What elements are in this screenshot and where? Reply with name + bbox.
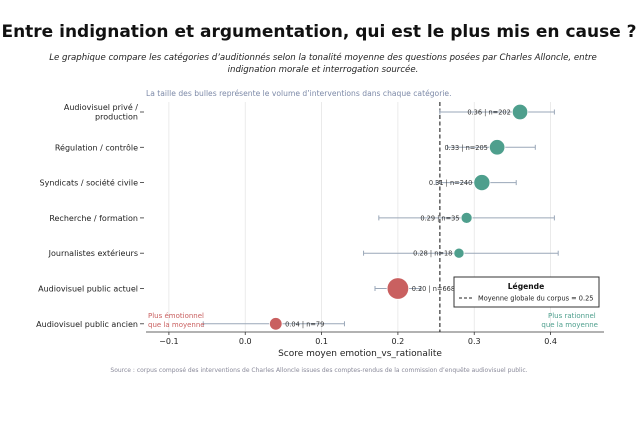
legend-box <box>453 276 600 308</box>
bubble <box>453 247 465 259</box>
emotional-note: Plus émotionnel que la moyenne <box>148 312 206 329</box>
category-label: Audiovisuel privé / production <box>64 102 138 122</box>
chart-subtitle: Le graphique compare les catégories d’au… <box>49 53 597 75</box>
x-tick-label: 0.4 <box>544 337 557 346</box>
value-label: 0.36 | n=202 <box>467 109 510 117</box>
x-tick-label: −0.1 <box>159 337 178 346</box>
source-note: Source : corpus composé des intervention… <box>110 367 528 374</box>
rational-note: Plus rationnel que la moyenne <box>541 312 598 329</box>
legend: Légende Moyenne globale du corpus = 0.25 <box>453 276 600 308</box>
bubble <box>473 174 491 192</box>
x-axis-label: Score moyen emotion_vs_rationalite <box>278 349 442 359</box>
category-label: Recherche / formation <box>49 214 138 223</box>
value-label: 0.31 | n=240 <box>429 179 472 187</box>
x-tick-label: 0.2 <box>392 337 405 346</box>
bubble <box>386 277 410 300</box>
legend-title: Légende <box>508 282 545 291</box>
chart-title: Entre indignation et argumentation, qui … <box>1 22 637 42</box>
x-tick-label: 0.1 <box>315 337 328 346</box>
category-row: Audiovisuel public ancien 0.04 | n=79 <box>36 317 345 331</box>
bubble <box>460 211 473 224</box>
legend-entry: Moyenne globale du corpus = 0.25 <box>478 295 593 303</box>
category-label: Syndicats / société civile <box>40 178 139 188</box>
value-label: 0.20 | n=668 <box>412 285 455 293</box>
value-label: 0.04 | n=79 <box>285 320 324 328</box>
x-tick-label: 0.0 <box>239 337 252 346</box>
category-label: Audiovisuel public ancien <box>36 320 138 329</box>
category-label: Journalistes extérieurs <box>48 248 138 258</box>
bubble <box>511 103 529 121</box>
category-label: Audiovisuel public actuel <box>38 285 138 294</box>
category-row: Audiovisuel public actuel 0.20 | n=668 <box>38 277 455 300</box>
bubble <box>488 139 506 156</box>
category-rows: Audiovisuel privé / production 0.36 | n=20… <box>36 102 559 331</box>
category-row: Journalistes extérieurs 0.28 | n=18 <box>48 247 559 259</box>
value-label: 0.28 | n=18 <box>413 250 452 258</box>
bubble <box>269 317 283 331</box>
category-label: Régulation / contrôle <box>55 142 138 152</box>
bubble-size-note: La taille des bulles représente le volum… <box>146 89 452 98</box>
value-label: 0.29 | n=35 <box>420 214 459 222</box>
x-tick-label: 0.3 <box>468 337 481 346</box>
x-ticks: −0.1 0.0 0.1 0.2 0.3 0.4 <box>159 332 557 346</box>
category-row: Syndicats / société civile 0.31 | n=240 <box>40 174 517 192</box>
value-label: 0.33 | n=205 <box>444 144 487 152</box>
category-row: Audiovisuel privé / production 0.36 | n=20… <box>64 102 555 122</box>
category-row: Régulation / contrôle 0.33 | n=205 <box>55 139 536 156</box>
category-row: Recherche / formation 0.29 | n=35 <box>49 211 555 224</box>
